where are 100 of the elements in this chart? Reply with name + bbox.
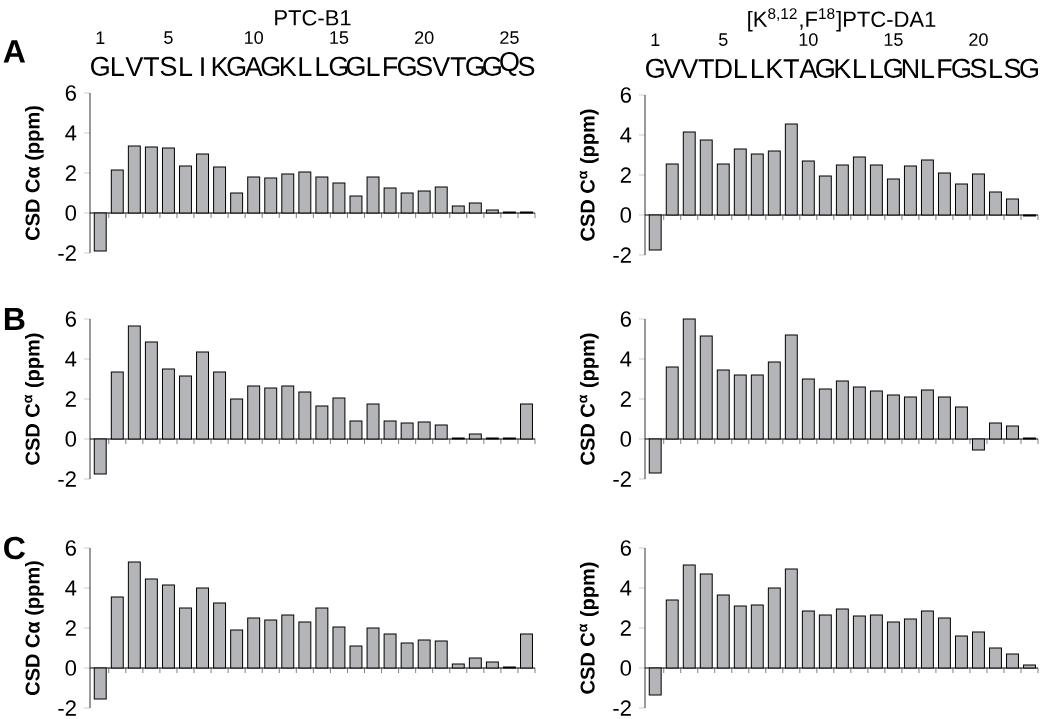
x-tick-label: Q — [500, 51, 519, 76]
x-tick-label: L — [735, 59, 747, 78]
y-tick-label: 6 — [65, 85, 76, 101]
x-tick-label: K — [281, 57, 297, 76]
x-tick-label: F — [938, 59, 952, 78]
y-tick-label: 0 — [65, 660, 77, 676]
y-tick-label: -2 — [613, 247, 631, 263]
x-tick-label: G — [329, 56, 348, 76]
x-tick-label: S — [416, 56, 432, 76]
x-tick-label: G — [816, 58, 834, 78]
y-tick-label: -2 — [613, 700, 631, 716]
x-tick-label: S — [1004, 58, 1021, 78]
x-tick-label: S — [160, 56, 177, 76]
x-tick-label: L — [367, 57, 380, 76]
x-tick-label: T — [698, 59, 714, 78]
x-tick-label: G — [91, 56, 109, 76]
x-tick-label: K — [212, 57, 229, 76]
x-tick-label: A — [244, 57, 263, 76]
x-tick-label: L — [990, 59, 1003, 78]
y-tick-label: -2 — [58, 700, 76, 716]
y-tick-label: 0 — [620, 660, 632, 676]
x-tick-label: N — [902, 59, 918, 78]
x-tick-label: G — [346, 56, 365, 76]
y-axis-title: CSD Cα (ppm) — [25, 106, 44, 240]
y-tick-label: 2 — [620, 167, 631, 183]
x-tick-label: V — [663, 59, 682, 78]
x2-tick-label: 15 — [884, 33, 903, 46]
x2-tick-label: 5 — [164, 31, 173, 44]
y-tick-label: 0 — [65, 205, 77, 221]
x-tick-label: L — [112, 57, 124, 76]
y-tick-label: 6 — [620, 87, 631, 103]
y-tick-label: 2 — [65, 391, 76, 407]
x2-tick-label: 25 — [500, 31, 519, 44]
x2-tick-label: 1 — [96, 31, 105, 44]
x-tick-label: A — [799, 59, 818, 78]
y-tick-label: 0 — [620, 207, 632, 223]
x-tick-label: D — [715, 59, 732, 78]
y-tick-label: 4 — [65, 580, 77, 596]
x2-tick-label: 10 — [799, 33, 818, 46]
chart-title: PTC-B1 — [275, 10, 351, 26]
x-tick-label: K — [835, 59, 852, 78]
x-tick-label: G — [646, 58, 664, 78]
y-tick-label: -2 — [613, 471, 631, 487]
x2-tick-label: 5 — [718, 33, 728, 46]
x2-tick-label: 1 — [651, 33, 660, 46]
y-tick-label: 2 — [65, 620, 76, 636]
y-tick-label: 6 — [65, 540, 76, 556]
x-tick-label: K — [767, 59, 784, 78]
y-tick-label: 4 — [65, 125, 77, 141]
y-axis-title: CSD C$^{α}$ (ppm) — [579, 333, 599, 465]
x-tick-label: V — [680, 59, 699, 78]
y-axis-title: CSD C$^{α}$ (ppm) — [579, 562, 599, 694]
text: B — [4, 307, 25, 330]
y-tick-label: 0 — [620, 431, 632, 447]
x-tick-label: G — [227, 56, 246, 76]
x-tick-label: G — [952, 58, 970, 78]
x-tick-label: T — [783, 59, 799, 78]
x2-tick-label: 20 — [415, 31, 434, 44]
x-tick-label: L — [299, 57, 312, 76]
y-tick-label: 2 — [620, 391, 631, 407]
y-axis-title: CSD Cα (ppm) — [25, 561, 44, 695]
x-tick-label: L — [752, 59, 764, 78]
x-tick-label: T — [450, 57, 466, 76]
y-tick-label: 6 — [65, 311, 76, 327]
x-tick-label: G — [397, 56, 416, 76]
y-tick-label: 6 — [620, 540, 631, 556]
x-tick-label: L — [922, 59, 935, 78]
y-tick-label: 6 — [620, 311, 631, 327]
x-tick-label: S — [970, 58, 987, 78]
y-axis-title: CSD C$^{α}$ (ppm) — [24, 333, 44, 465]
x-tick-label: T — [143, 57, 160, 76]
x-tick-label: G — [466, 56, 484, 76]
y-tick-label: 4 — [65, 351, 77, 367]
y-axis-title: CSD C$^{α}$ (ppm) — [579, 109, 599, 241]
y-tick-label: 0 — [65, 431, 77, 447]
y-tick-label: -2 — [58, 471, 76, 487]
x-tick-label: F — [384, 57, 398, 76]
y-tick-label: 2 — [620, 620, 631, 636]
x-tick-label: G — [1020, 58, 1038, 78]
x-tick-label: L — [871, 59, 883, 78]
chart-title: [K$^{8,12}$,F$^{18}$]PTC-DA1 — [748, 8, 936, 32]
x-tick-label: L — [180, 57, 193, 76]
y-tick-label: 4 — [620, 127, 632, 143]
x-tick-label: L — [854, 59, 866, 78]
x-tick-label: G — [261, 56, 280, 76]
x-tick-label: L — [316, 57, 329, 76]
text: C — [4, 536, 26, 560]
x-tick-label: V — [432, 57, 451, 76]
x-tick-label: G — [884, 58, 902, 78]
y-tick-label: 4 — [620, 580, 632, 596]
x2-tick-label: 15 — [330, 31, 349, 44]
x-tick-label: S — [518, 56, 535, 76]
x-tick-label: V — [125, 57, 144, 76]
x-tick-label: G — [483, 56, 501, 76]
y-tick-label: 2 — [65, 165, 76, 181]
x2-tick-label: 10 — [245, 31, 263, 44]
x2-tick-label: 20 — [969, 33, 988, 46]
y-tick-label: -2 — [58, 245, 76, 261]
y-tick-label: 4 — [620, 351, 632, 367]
x-tick-label: I — [201, 57, 204, 76]
